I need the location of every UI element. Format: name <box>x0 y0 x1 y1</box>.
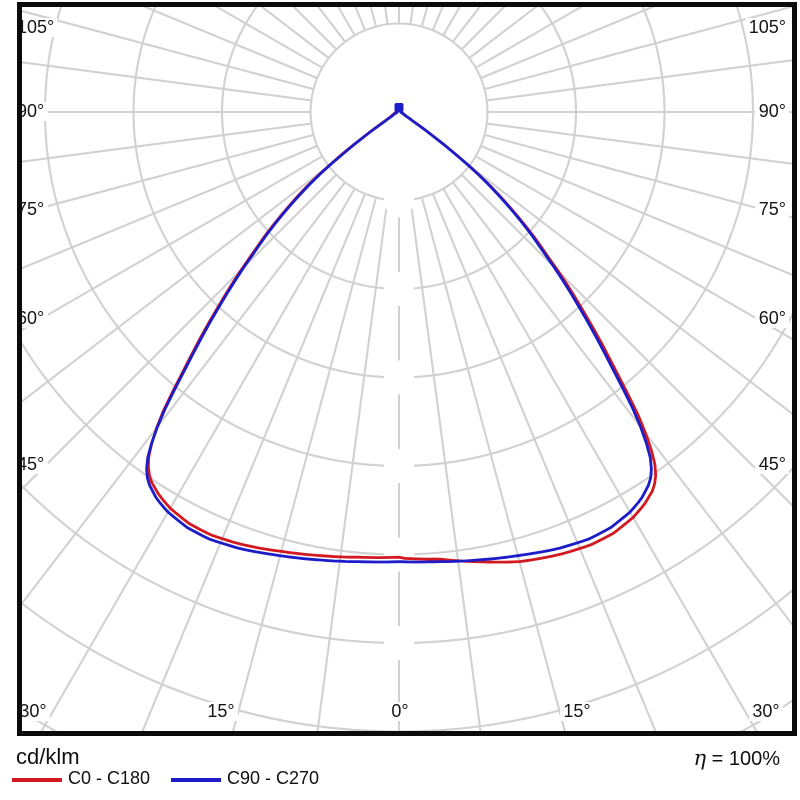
curve-c90-c270 <box>145 110 653 564</box>
grid-spoke <box>22 155 323 331</box>
grid-spoke <box>468 165 792 415</box>
grid-spoke <box>141 193 367 732</box>
angle-label-halo <box>755 200 789 219</box>
photometric-center-dot <box>394 103 404 112</box>
angle-label: 105° <box>17 17 54 37</box>
grid-spoke <box>142 7 318 80</box>
angle-label: 75° <box>759 199 786 219</box>
angle-label: 45° <box>759 454 786 474</box>
grid-spoke <box>22 165 330 403</box>
angle-label-halo <box>14 200 48 219</box>
grid-spoke <box>215 7 323 69</box>
axis-value-box <box>394 272 404 306</box>
angle-label-halo <box>14 18 58 37</box>
angle-label-halo <box>560 702 594 721</box>
grid-spoke <box>420 197 567 732</box>
grid-spoke <box>22 133 314 215</box>
angle-label-halo <box>16 702 50 721</box>
grid-spokes <box>22 7 792 732</box>
grid-spoke <box>480 144 792 276</box>
angle-label-halo <box>14 309 48 328</box>
axis-value-box <box>394 449 404 483</box>
grid-spoke <box>484 133 792 219</box>
axis-value-box <box>394 183 404 218</box>
grid-spoke <box>39 188 356 732</box>
chart-border <box>17 2 797 736</box>
grid-spoke <box>22 122 312 163</box>
grid-spoke <box>475 7 583 69</box>
angle-label-halo <box>14 102 48 121</box>
legend-label-c90-c270: C90 - C270 <box>227 768 320 788</box>
grid-spoke <box>460 173 792 507</box>
grid-spoke <box>22 144 318 270</box>
distribution-chart: 105° 90° 75° 60° 45° 105° 90° 75° 60° 45° 30° 15° 0°… <box>14 2 797 736</box>
grid-spoke <box>442 188 759 732</box>
plot-area <box>22 7 792 732</box>
eta-symbol: η <box>693 746 707 770</box>
angle-label: 75° <box>17 199 44 219</box>
angle-label: 45° <box>17 454 44 474</box>
grid-spoke <box>484 7 792 91</box>
angle-label: 15° <box>563 701 590 721</box>
grid-spoke <box>231 197 378 732</box>
grid-spoke <box>22 173 338 491</box>
legend-unit-label: cd/klm <box>16 744 80 769</box>
angle-label: 60° <box>759 308 786 328</box>
grid-spoke <box>452 181 792 626</box>
angle-label-halo <box>755 102 789 121</box>
grid-spoke <box>22 181 346 606</box>
legend-swatch-c90-c270 <box>171 778 221 782</box>
angle-label: 90° <box>759 101 786 121</box>
grid-spoke <box>480 7 656 80</box>
axis-value-box <box>394 360 404 395</box>
angle-label: 30° <box>19 701 46 721</box>
angle-label: 30° <box>752 701 779 721</box>
angle-label: 0° <box>391 701 408 721</box>
angle-label: 90° <box>17 101 44 121</box>
grid-spoke <box>475 155 792 341</box>
angle-label: 105° <box>749 17 786 37</box>
angle-label-halo <box>755 455 789 474</box>
angle-label-halo <box>204 702 238 721</box>
grid-spoke <box>409 199 482 732</box>
angle-label-halo <box>749 702 783 721</box>
angle-labels: 105° 90° 75° 60° 45° 105° 90° 75° 60° 45° 30° 15° 0°… <box>14 17 789 721</box>
angle-label: 60° <box>17 308 44 328</box>
grid-spoke <box>22 61 312 102</box>
axis-value-box <box>394 537 404 572</box>
grid-spoke <box>431 193 657 732</box>
grid-spoke <box>486 122 792 165</box>
angle-label-halo <box>755 309 789 328</box>
angle-label-halo <box>387 702 413 721</box>
angle-label-halo <box>14 455 48 474</box>
angle-label-halo <box>745 18 789 37</box>
efficiency-label: η = 100% <box>693 746 780 771</box>
angle-label: 15° <box>207 701 234 721</box>
axis-value-box <box>394 626 404 660</box>
efficiency-value: = 100% <box>711 748 780 770</box>
grid-spoke <box>486 59 792 102</box>
grid-spoke <box>22 9 314 91</box>
legend-label-c0-c180: C0 - C180 <box>68 768 151 788</box>
axis-value-boxes <box>384 183 414 660</box>
legend-swatch-c0-c180 <box>12 778 62 782</box>
